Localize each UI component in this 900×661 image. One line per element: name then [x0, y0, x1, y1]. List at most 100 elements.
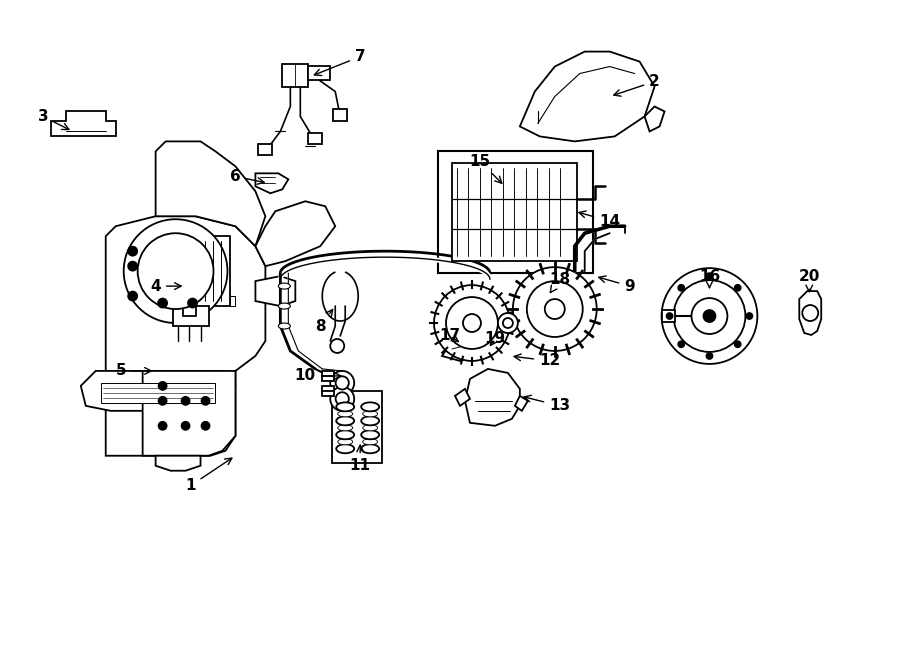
- Ellipse shape: [337, 430, 355, 440]
- Circle shape: [434, 285, 510, 361]
- Circle shape: [706, 353, 713, 359]
- Text: 7: 7: [314, 49, 365, 75]
- Circle shape: [330, 387, 355, 411]
- Polygon shape: [465, 369, 520, 426]
- Bar: [322, 371, 334, 381]
- Circle shape: [526, 281, 582, 337]
- Polygon shape: [101, 383, 215, 403]
- Circle shape: [128, 262, 137, 270]
- Circle shape: [123, 219, 228, 323]
- Polygon shape: [50, 112, 116, 136]
- Polygon shape: [333, 110, 347, 122]
- Ellipse shape: [338, 411, 353, 417]
- Circle shape: [182, 422, 190, 430]
- Polygon shape: [230, 296, 236, 306]
- Circle shape: [734, 341, 741, 347]
- Circle shape: [802, 305, 818, 321]
- Circle shape: [691, 298, 727, 334]
- Bar: [332, 391, 382, 463]
- Polygon shape: [142, 371, 236, 455]
- Text: 8: 8: [315, 309, 333, 334]
- Text: 2: 2: [614, 74, 660, 97]
- Circle shape: [158, 382, 166, 390]
- Text: 18: 18: [549, 272, 571, 293]
- Polygon shape: [644, 106, 664, 132]
- Circle shape: [746, 313, 752, 319]
- Circle shape: [667, 313, 672, 319]
- Circle shape: [128, 247, 137, 256]
- Text: 12: 12: [514, 354, 561, 368]
- Circle shape: [679, 341, 684, 347]
- Text: 11: 11: [350, 445, 371, 473]
- Circle shape: [202, 397, 210, 405]
- Ellipse shape: [338, 439, 353, 445]
- Text: 3: 3: [38, 109, 69, 130]
- Ellipse shape: [361, 430, 379, 440]
- Circle shape: [158, 299, 167, 307]
- Ellipse shape: [337, 403, 355, 411]
- Circle shape: [673, 280, 745, 352]
- Circle shape: [336, 376, 349, 389]
- Circle shape: [498, 313, 518, 333]
- Ellipse shape: [361, 403, 379, 411]
- Ellipse shape: [278, 283, 291, 289]
- Circle shape: [202, 422, 210, 430]
- Circle shape: [330, 371, 355, 395]
- Polygon shape: [256, 276, 295, 306]
- Bar: [662, 310, 674, 322]
- Circle shape: [330, 339, 344, 353]
- Ellipse shape: [337, 416, 355, 425]
- Text: 14: 14: [579, 211, 620, 229]
- Circle shape: [188, 299, 197, 307]
- Circle shape: [128, 292, 137, 301]
- Text: 1: 1: [185, 458, 232, 493]
- Circle shape: [544, 299, 565, 319]
- Polygon shape: [442, 333, 488, 361]
- Bar: [322, 386, 334, 396]
- Bar: [166, 236, 230, 306]
- Text: 5: 5: [115, 364, 151, 378]
- Bar: [452, 163, 577, 261]
- Circle shape: [158, 422, 166, 430]
- Polygon shape: [520, 52, 654, 141]
- Ellipse shape: [363, 411, 378, 417]
- Circle shape: [463, 314, 481, 332]
- Polygon shape: [258, 144, 273, 155]
- Circle shape: [138, 233, 213, 309]
- Text: 13: 13: [524, 395, 571, 413]
- Polygon shape: [799, 291, 821, 335]
- Polygon shape: [256, 173, 288, 193]
- Ellipse shape: [278, 323, 291, 329]
- Text: 15: 15: [470, 154, 502, 183]
- Ellipse shape: [338, 425, 353, 431]
- Ellipse shape: [278, 303, 291, 309]
- Ellipse shape: [337, 444, 355, 453]
- Circle shape: [513, 267, 597, 351]
- Text: 4: 4: [150, 278, 181, 293]
- Circle shape: [336, 392, 349, 405]
- Polygon shape: [156, 455, 201, 471]
- Ellipse shape: [363, 425, 378, 431]
- Circle shape: [158, 397, 166, 405]
- Polygon shape: [309, 134, 322, 144]
- Polygon shape: [309, 65, 330, 79]
- Circle shape: [704, 310, 716, 322]
- Polygon shape: [81, 371, 236, 411]
- Polygon shape: [515, 396, 527, 411]
- Polygon shape: [283, 63, 309, 87]
- Text: 17: 17: [439, 329, 461, 344]
- Text: 9: 9: [598, 276, 634, 293]
- Ellipse shape: [363, 439, 378, 445]
- Circle shape: [679, 285, 684, 291]
- Circle shape: [662, 268, 758, 364]
- Polygon shape: [256, 201, 335, 266]
- Text: 6: 6: [230, 169, 264, 184]
- Polygon shape: [160, 296, 166, 306]
- Ellipse shape: [361, 416, 379, 425]
- Polygon shape: [156, 141, 266, 246]
- Ellipse shape: [361, 444, 379, 453]
- Circle shape: [182, 397, 190, 405]
- Text: 16: 16: [698, 268, 720, 288]
- Bar: [438, 151, 593, 273]
- Polygon shape: [455, 389, 470, 406]
